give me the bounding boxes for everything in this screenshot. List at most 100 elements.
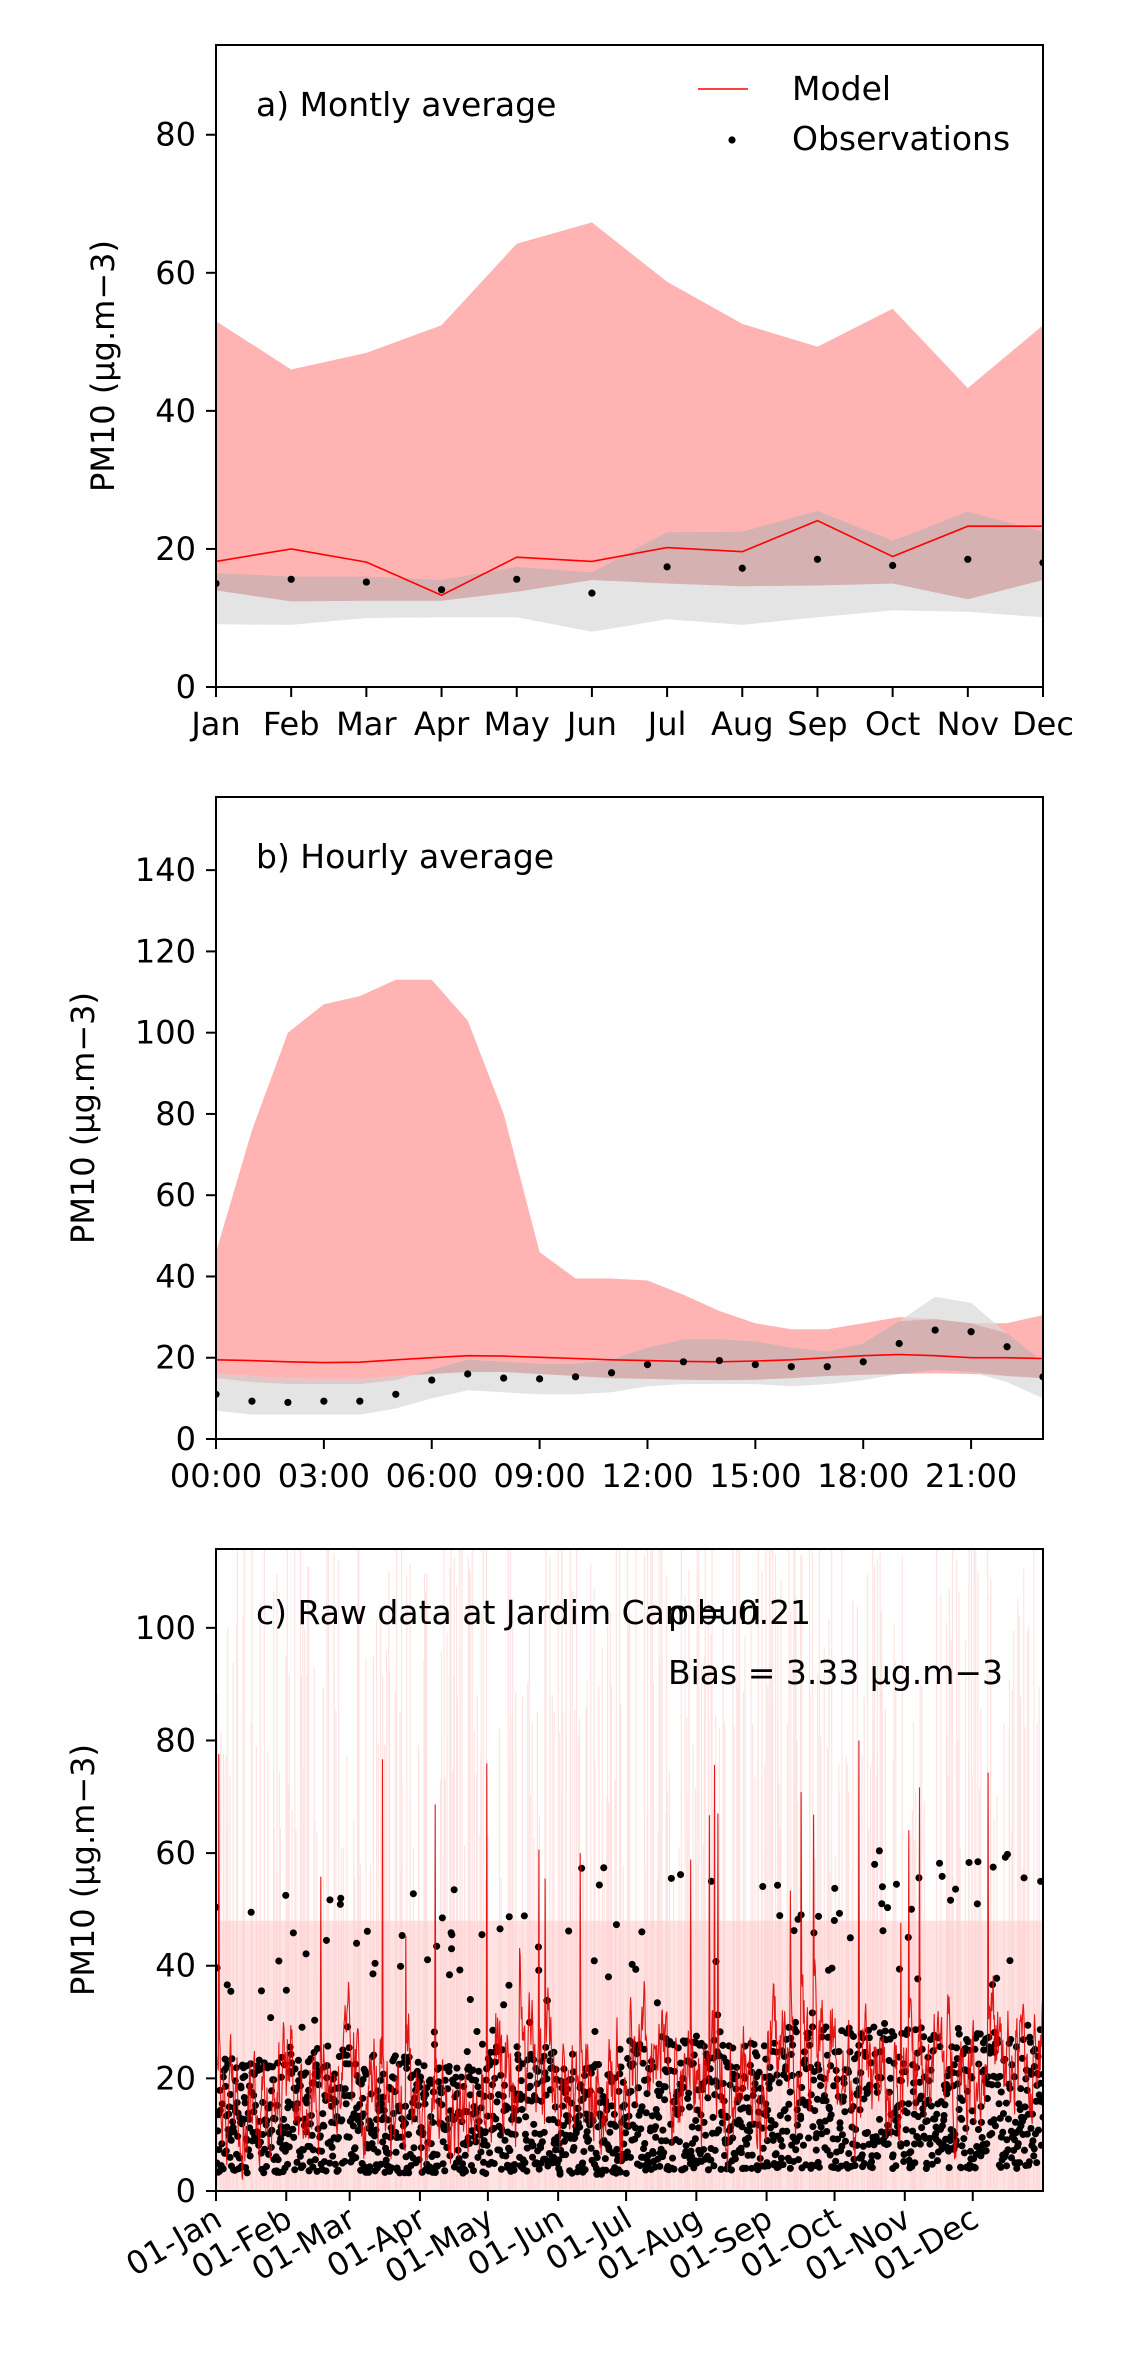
panel-a-xtick-label: Jan [189, 705, 240, 743]
observation-point [287, 575, 295, 583]
panel-a-xtick-label: Sep [787, 705, 847, 743]
model-envelope-spikes [217, 1549, 1040, 2191]
observation-point [356, 1397, 364, 1405]
panel-b-xtick-label: 00:00 [170, 1457, 262, 1495]
band-overlap [216, 1319, 1043, 1385]
panel-b-series [216, 1326, 1043, 1407]
panel-b-ytick-label: 80 [155, 1095, 196, 1133]
panel-c-ytick-label: 40 [155, 1947, 196, 1985]
panel-b-ylabel: PM10 (μg.m−3) [64, 992, 102, 1244]
panel-c-frame [215, 1548, 1044, 2192]
panel-b-hourly-average: 0 20 40 60 80 100 120 140 00:00 03:00 06:00 09:00 12… [64, 796, 1044, 1495]
panel-a-xtick-label: Mar [336, 705, 397, 743]
panel-b-ytick-label: 60 [155, 1176, 196, 1214]
panel-b-ytick-label: 40 [155, 1257, 196, 1295]
observation-point [823, 1363, 831, 1371]
legend-observations-label: Observations [792, 119, 1010, 158]
model-range-band [216, 222, 1043, 602]
panel-a-xtick-label: Jun [565, 705, 617, 743]
panel-b-xtick-label: 15:00 [709, 1457, 801, 1495]
panel-b-ytick-label: 20 [155, 1339, 196, 1377]
panel-b-ytick-label: 120 [135, 932, 196, 970]
panel-b-xtick-label: 09:00 [493, 1457, 585, 1495]
panel-a-xtick-label: Jul [646, 705, 687, 743]
legend-model-label: Model [792, 69, 891, 108]
panel-a-xtick-label: Dec [1012, 705, 1074, 743]
panel-a-series [216, 519, 1043, 597]
model-line [216, 1353, 1043, 1364]
panel-a-ytick-label: 60 [155, 254, 196, 292]
panel-b-frame [215, 796, 1044, 1440]
observation-point [1003, 1343, 1011, 1351]
observation-point [964, 555, 972, 563]
model-hourly-line [216, 1740, 1043, 2180]
observation-point [320, 1397, 328, 1405]
panel-a-xtick-label: Aug [711, 705, 773, 743]
observation-point [588, 589, 596, 597]
legend-observations-swatch [728, 136, 736, 144]
observation-point [715, 1356, 723, 1365]
legend: Model Observations [698, 69, 1010, 158]
panel-b-axes: 0 20 40 60 80 100 120 140 00:00 03:00 06:00 09:00 12… [135, 851, 1017, 1495]
panel-c-ylabel: PM10 (μg.m−3) [64, 1744, 102, 1996]
observation-point [513, 575, 521, 583]
panel-c-ytick-label: 0 [176, 2172, 196, 2210]
panel-c-ytick-label: 80 [155, 1721, 196, 1759]
observation-point [428, 1376, 436, 1384]
panel-a-monthly-average: 0 20 40 60 80 Jan Feb Mar Apr May Jun Jul Aug Sep Oct N… [84, 44, 1074, 743]
observation-point [787, 1363, 795, 1371]
panel-c-bias-annotation: Bias = 3.33 μg.m−3 [668, 1653, 1003, 1692]
observation-point [889, 561, 897, 570]
panel-c-title: c) Raw data at Jardim Camburi [256, 1593, 762, 1632]
panel-c-raw-data: 02040608010001-Jan01-Feb01-Mar01-Apr01-M… [64, 1548, 1044, 2291]
observation-point [536, 1375, 544, 1383]
observation-point [571, 1373, 580, 1381]
panel-b-xtick-label: 21:00 [925, 1457, 1017, 1495]
panel-b-ytick-label: 100 [135, 1014, 196, 1052]
panel-a-ytick-label: 80 [155, 116, 196, 154]
model-line [216, 519, 1043, 597]
observation-point [967, 1328, 975, 1336]
observation-point [679, 1358, 688, 1366]
observation-point [248, 1397, 256, 1405]
band-overlap [216, 511, 1043, 602]
panel-c-ytick-label: 20 [155, 2059, 196, 2097]
observation-point [607, 1369, 616, 1377]
observation-point [859, 1358, 867, 1366]
panel-a-bands [216, 222, 1043, 632]
panel-b-ytick-label: 140 [135, 851, 196, 889]
observation-point [464, 1370, 472, 1378]
observation-point [284, 1398, 292, 1407]
panel-a-title: a) Montly average [256, 85, 556, 124]
panel-b-title: b) Hourly average [256, 837, 554, 876]
panel-a-axes: 0 20 40 60 80 Jan Feb Mar Apr May Jun Jul Aug Sep Oct N… [155, 116, 1074, 743]
observation-point [392, 1390, 400, 1398]
panel-b-bands [216, 979, 1043, 1415]
panel-a-ytick-label: 20 [155, 530, 196, 568]
observation-point [813, 555, 822, 563]
panel-a-xtick-label: Feb [263, 705, 320, 743]
panel-b-xtick-label: 06:00 [386, 1457, 478, 1495]
observation-point [643, 1361, 652, 1369]
panel-b-ytick-label: 0 [176, 1420, 196, 1458]
panel-a-xtick-label: Apr [414, 705, 470, 743]
observation-point [931, 1326, 939, 1334]
panel-c-ytick-label: 100 [135, 1609, 196, 1647]
panel-c-ytick-label: 60 [155, 1834, 196, 1872]
panel-a-ytick-label: 0 [176, 668, 196, 706]
observation-point [437, 586, 446, 594]
observation-point [362, 578, 370, 586]
panel-a-frame [215, 44, 1044, 688]
panel-a-ylabel: PM10 (μg.m−3) [84, 240, 122, 492]
model-range-band [216, 979, 1043, 1381]
panel-b-xtick-label: 18:00 [817, 1457, 909, 1495]
panel-a-ytick-label: 40 [155, 392, 196, 430]
panel-c-model-line [216, 1740, 1043, 2180]
observation-point [663, 563, 671, 571]
panel-a-xtick-label: Oct [865, 705, 920, 743]
panel-b-xtick-label: 03:00 [278, 1457, 370, 1495]
panel-a-xtick-label: Nov [937, 705, 999, 743]
panel-a-xtick-label: May [484, 705, 550, 743]
observation-point [738, 564, 746, 572]
